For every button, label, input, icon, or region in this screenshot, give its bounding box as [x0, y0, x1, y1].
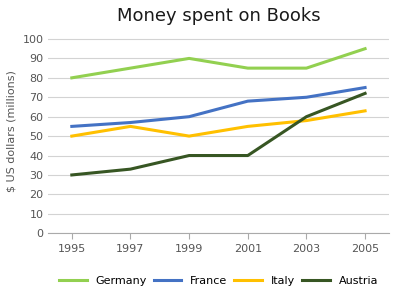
Italy [128, 125, 133, 128]
Germany [245, 66, 250, 70]
Austria [128, 167, 133, 171]
Austria [363, 91, 368, 95]
Title: Money spent on Books: Money spent on Books [117, 7, 320, 25]
France [128, 121, 133, 124]
Germany [128, 66, 133, 70]
Italy [304, 119, 309, 122]
France [70, 125, 74, 128]
Line: Germany: Germany [72, 49, 365, 78]
Italy [245, 125, 250, 128]
Line: France: France [72, 88, 365, 126]
Line: Austria: Austria [72, 93, 365, 175]
Austria [70, 173, 74, 177]
Germany [363, 47, 368, 51]
France [363, 86, 368, 89]
Y-axis label: $ US dollars (millions): $ US dollars (millions) [7, 70, 17, 192]
France [304, 95, 309, 99]
Austria [245, 154, 250, 157]
Austria [304, 115, 309, 118]
Austria [187, 154, 192, 157]
Germany [70, 76, 74, 80]
Legend: Germany, France, Italy, Austria: Germany, France, Italy, Austria [59, 275, 378, 286]
Italy [70, 134, 74, 138]
Line: Italy: Italy [72, 111, 365, 136]
Italy [363, 109, 368, 113]
France [187, 115, 192, 118]
Germany [304, 66, 309, 70]
Italy [187, 134, 192, 138]
Germany [187, 57, 192, 60]
France [245, 99, 250, 103]
